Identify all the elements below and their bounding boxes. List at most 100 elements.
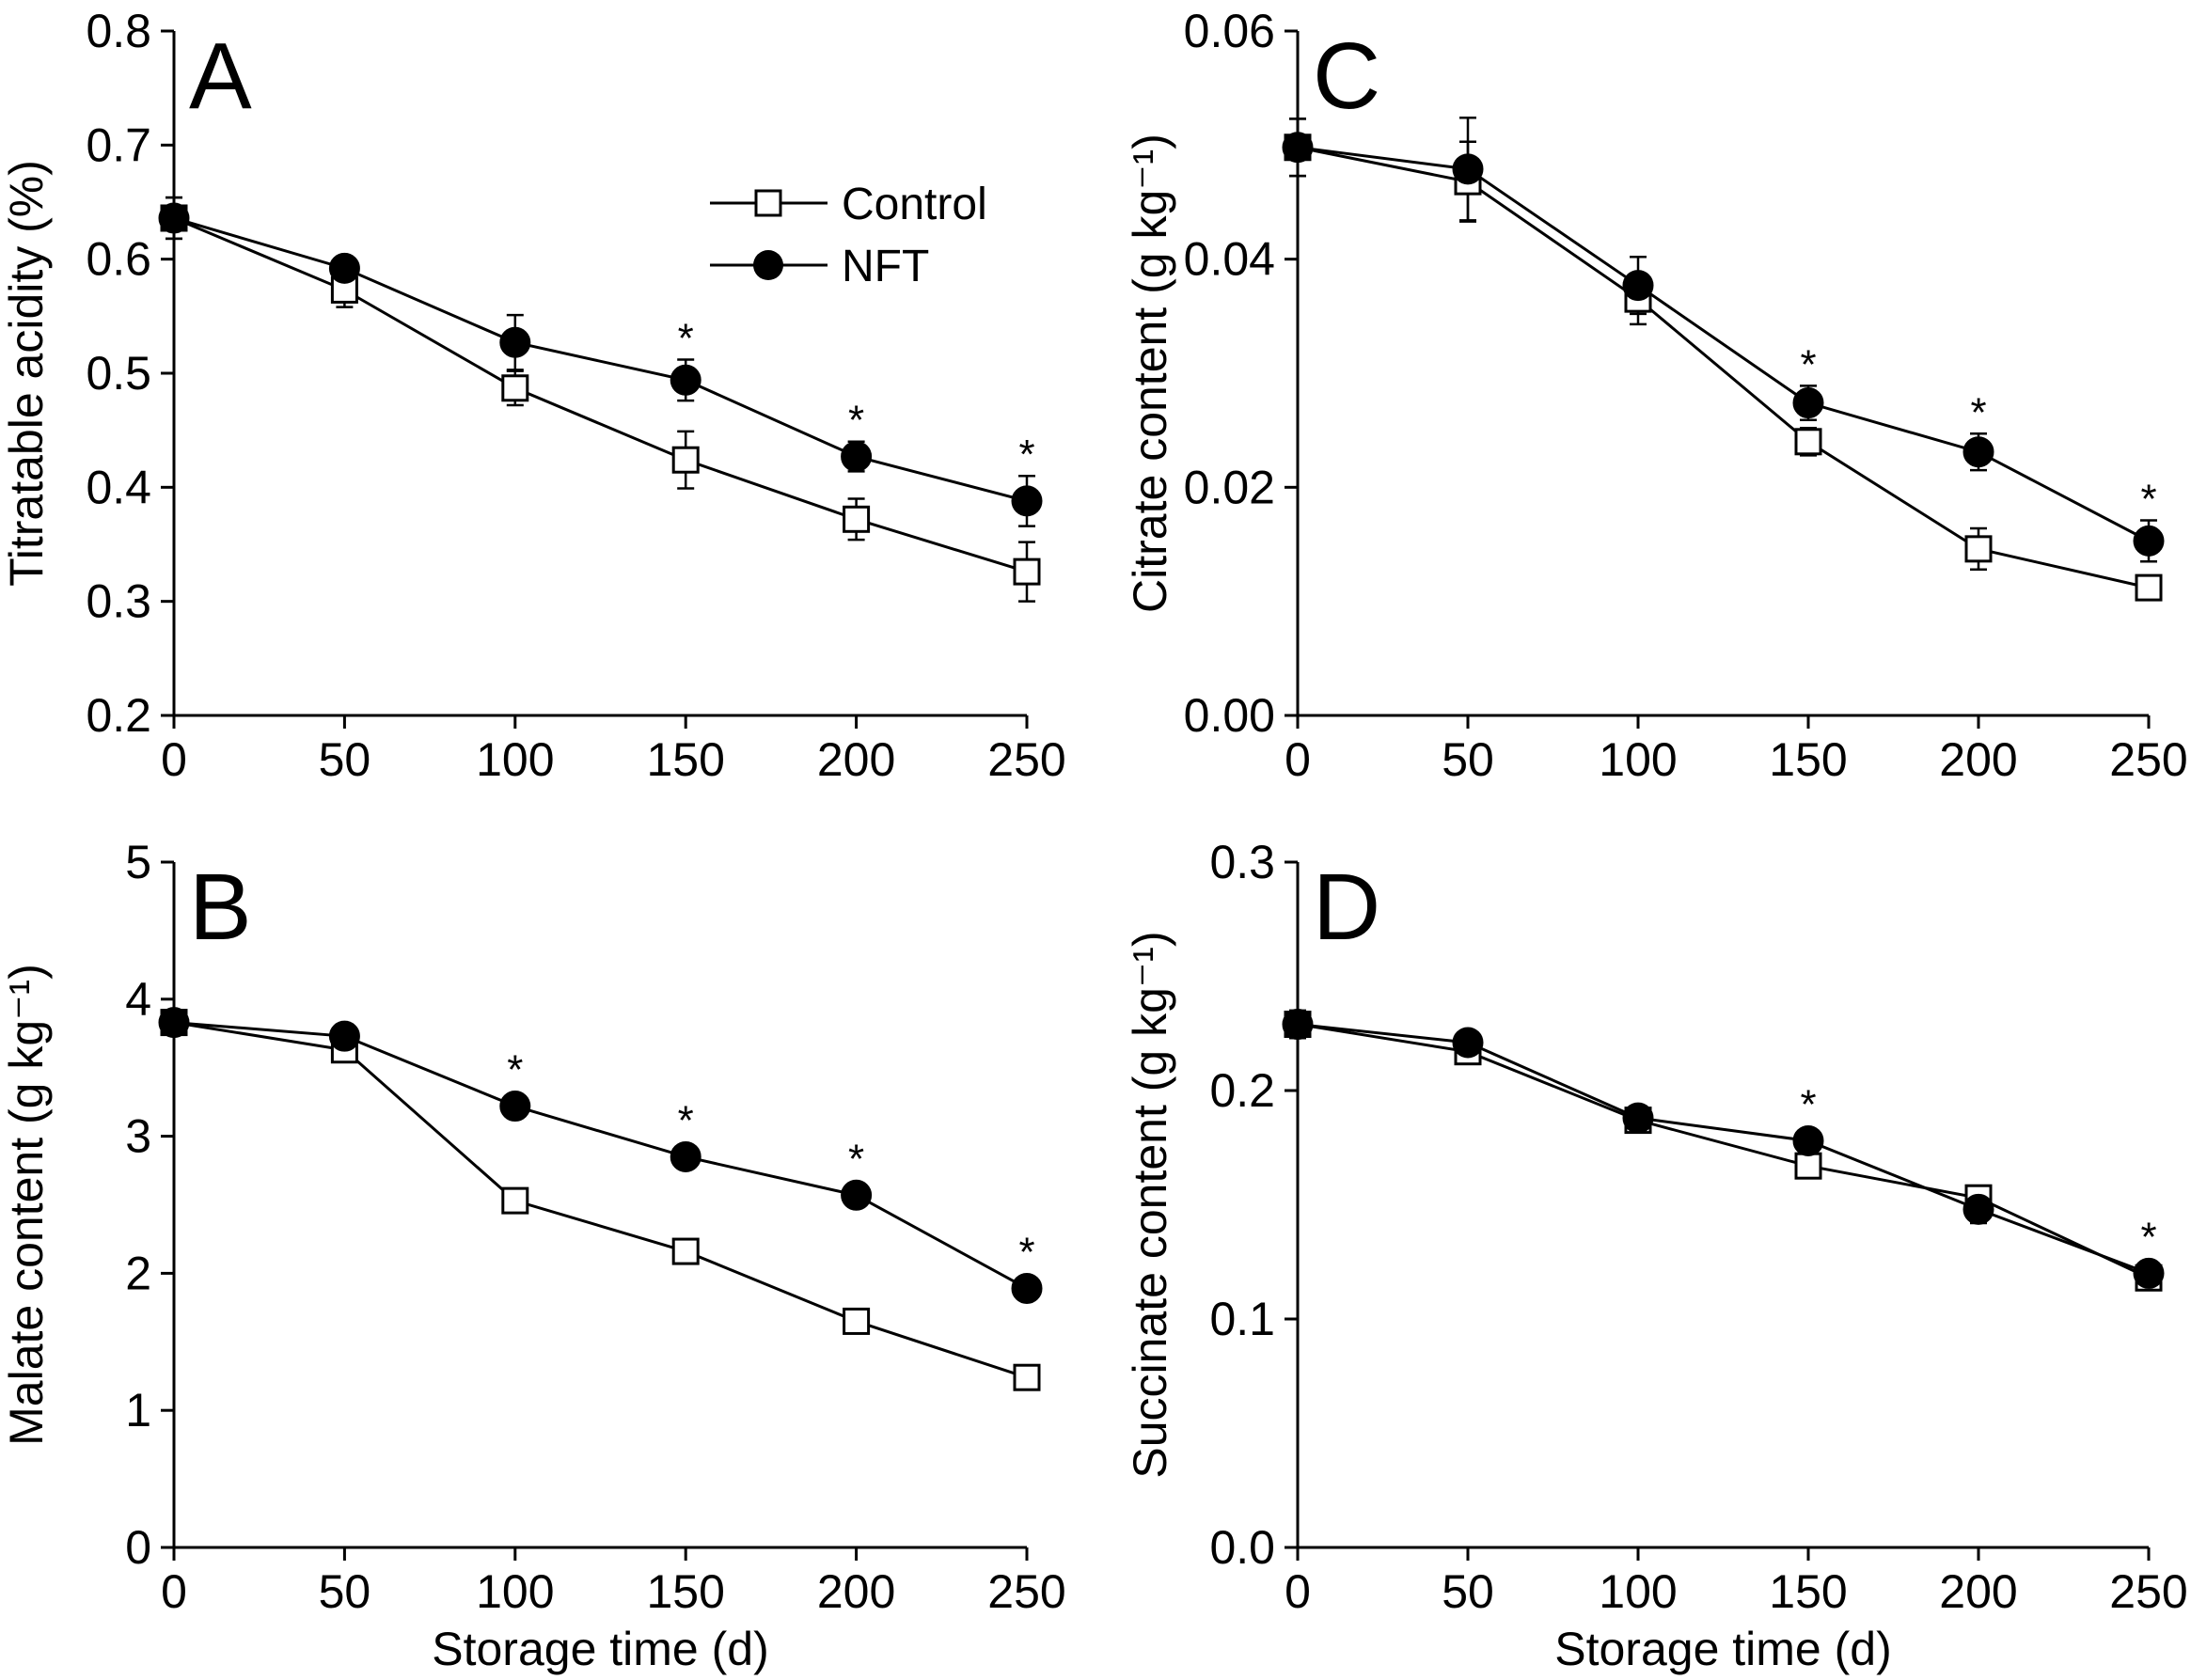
series-line-control: [173, 216, 1028, 573]
data-point-nft: [841, 441, 873, 473]
x-tick-label: 200: [817, 1565, 895, 1618]
data-point-nft: [670, 1140, 701, 1172]
data-point-control: [671, 1237, 700, 1265]
y-tick-label: 0.04: [1184, 233, 1275, 286]
x-axis-title: Storage time (d): [432, 1623, 768, 1675]
panel-letter: B: [189, 855, 252, 960]
y-tick-label: 0.6: [86, 233, 151, 286]
data-point-control: [1794, 428, 1822, 456]
legend-label: NFT: [842, 242, 929, 291]
data-point-control: [1794, 1152, 1822, 1180]
legend-label: Control: [842, 180, 987, 229]
y-tick-label: 1: [125, 1384, 151, 1437]
x-tick-label: 0: [1285, 1565, 1311, 1618]
x-tick-label: 100: [476, 733, 554, 786]
significance-star: *: [1800, 341, 1816, 387]
significance-star: *: [848, 398, 864, 444]
x-tick-label: 150: [646, 733, 724, 786]
data-point-control: [1013, 557, 1041, 586]
series-line-nft: [1297, 146, 2150, 542]
significance-star: *: [1018, 1229, 1034, 1275]
data-point-nft: [158, 1007, 190, 1039]
data-point-nft: [499, 1091, 531, 1123]
y-tick-label: 0.3: [1209, 836, 1275, 888]
panel-a: 0 50 100 150 200 250 0.2 0.3 0.4 0.5 0.6 0.7 0.8 A Tit…: [0, 5, 1066, 786]
data-point-nft: [1452, 153, 1484, 185]
x-tick-label: 50: [319, 1565, 371, 1618]
x-tick-label: 200: [1939, 1565, 2017, 1618]
data-point-nft: [499, 326, 531, 358]
x-axis-title: Storage time (d): [1554, 1623, 1891, 1675]
x-tick-label: 0: [1285, 733, 1311, 786]
data-point-nft: [1011, 1272, 1043, 1304]
data-point-control: [1964, 535, 1993, 563]
x-tick-label: 150: [1769, 1565, 1847, 1618]
y-tick-label: 0.1: [1209, 1293, 1275, 1345]
data-point-nft: [1962, 1193, 1994, 1225]
x-tick-label: 50: [1442, 1565, 1494, 1618]
y-axis-title: Malate content (g kg⁻¹): [0, 964, 53, 1446]
y-tick-label: 0: [125, 1521, 151, 1574]
panel-letter: C: [1313, 24, 1380, 129]
y-tick-label: 0.02: [1184, 461, 1275, 513]
panel-d: 0 50 100 150 200 250 0.0 0.1 0.2 0.3 D Succinate co…: [1124, 836, 2188, 1675]
x-tick-label: 200: [1939, 733, 2017, 786]
significance-star: *: [1800, 1081, 1816, 1127]
x-tick-label: 100: [1599, 1565, 1677, 1618]
y-tick-label: 0.2: [1209, 1064, 1275, 1117]
series-line-nft: [173, 216, 1028, 503]
y-tick-label: 0.00: [1184, 689, 1275, 742]
y-axis-title: Succinate content (g kg⁻¹): [1124, 931, 1176, 1478]
data-point-control: [501, 1186, 529, 1215]
x-tick-label: 250: [987, 1565, 1065, 1618]
data-point-control: [1013, 1363, 1041, 1391]
x-tick-label: 250: [2109, 733, 2187, 786]
x-tick-label: 200: [817, 733, 895, 786]
y-tick-label: 3: [125, 1110, 151, 1163]
y-tick-label: 0.2: [86, 689, 151, 742]
x-tick-label: 100: [1599, 733, 1677, 786]
y-tick-label: 0.4: [86, 461, 151, 513]
y-tick-label: 4: [125, 973, 151, 1026]
data-point-control: [843, 505, 871, 533]
x-tick-label: 150: [646, 1565, 724, 1618]
x-tick-label: 0: [161, 1565, 187, 1618]
data-point-nft: [1792, 387, 1824, 419]
significance-star: *: [2140, 477, 2156, 523]
x-tick-label: 250: [2109, 1565, 2187, 1618]
panel-b: 0 50 100 150 200 250 0 1 2 3 4 5 B Malate content (g …: [0, 836, 1066, 1675]
y-tick-label: 0.7: [86, 118, 151, 171]
data-point-nft: [1622, 270, 1654, 302]
series-line-nft: [173, 1021, 1028, 1290]
panel-letter: D: [1313, 855, 1380, 960]
legend-marker-control: [754, 189, 782, 217]
x-tick-label: 50: [319, 733, 371, 786]
y-axis-title: Citrate content (g kg⁻¹): [1124, 133, 1176, 613]
series-line-control: [1297, 146, 2150, 589]
data-point-control: [843, 1307, 871, 1335]
data-point-nft: [328, 1020, 360, 1052]
legend: Control NFT: [710, 180, 987, 291]
y-axis-title: Titratable acidity (%): [0, 160, 53, 587]
x-tick-label: 250: [987, 733, 1065, 786]
data-point-nft: [328, 252, 360, 284]
significance-star: *: [507, 1047, 523, 1093]
data-point-nft: [1622, 1102, 1654, 1134]
series-line-control: [173, 1021, 1028, 1379]
data-point-control: [501, 374, 529, 402]
significance-star: *: [1970, 389, 1986, 435]
x-tick-label: 0: [161, 733, 187, 786]
data-point-nft: [1011, 485, 1043, 517]
data-point-nft: [2133, 1257, 2165, 1289]
panel-c: 0 50 100 150 200 250 0.00 0.02 0.04 0.06 C Citrate …: [1124, 5, 2188, 786]
x-tick-label: 150: [1769, 733, 1847, 786]
data-point-nft: [1452, 1027, 1484, 1059]
y-tick-label: 5: [125, 836, 151, 888]
y-tick-label: 2: [125, 1247, 151, 1299]
data-point-nft: [1792, 1124, 1824, 1156]
data-point-nft: [2133, 525, 2165, 557]
data-point-control: [671, 446, 700, 474]
series-line-control: [1297, 1023, 2150, 1280]
data-point-nft: [158, 202, 190, 234]
data-point-control: [2135, 573, 2163, 602]
